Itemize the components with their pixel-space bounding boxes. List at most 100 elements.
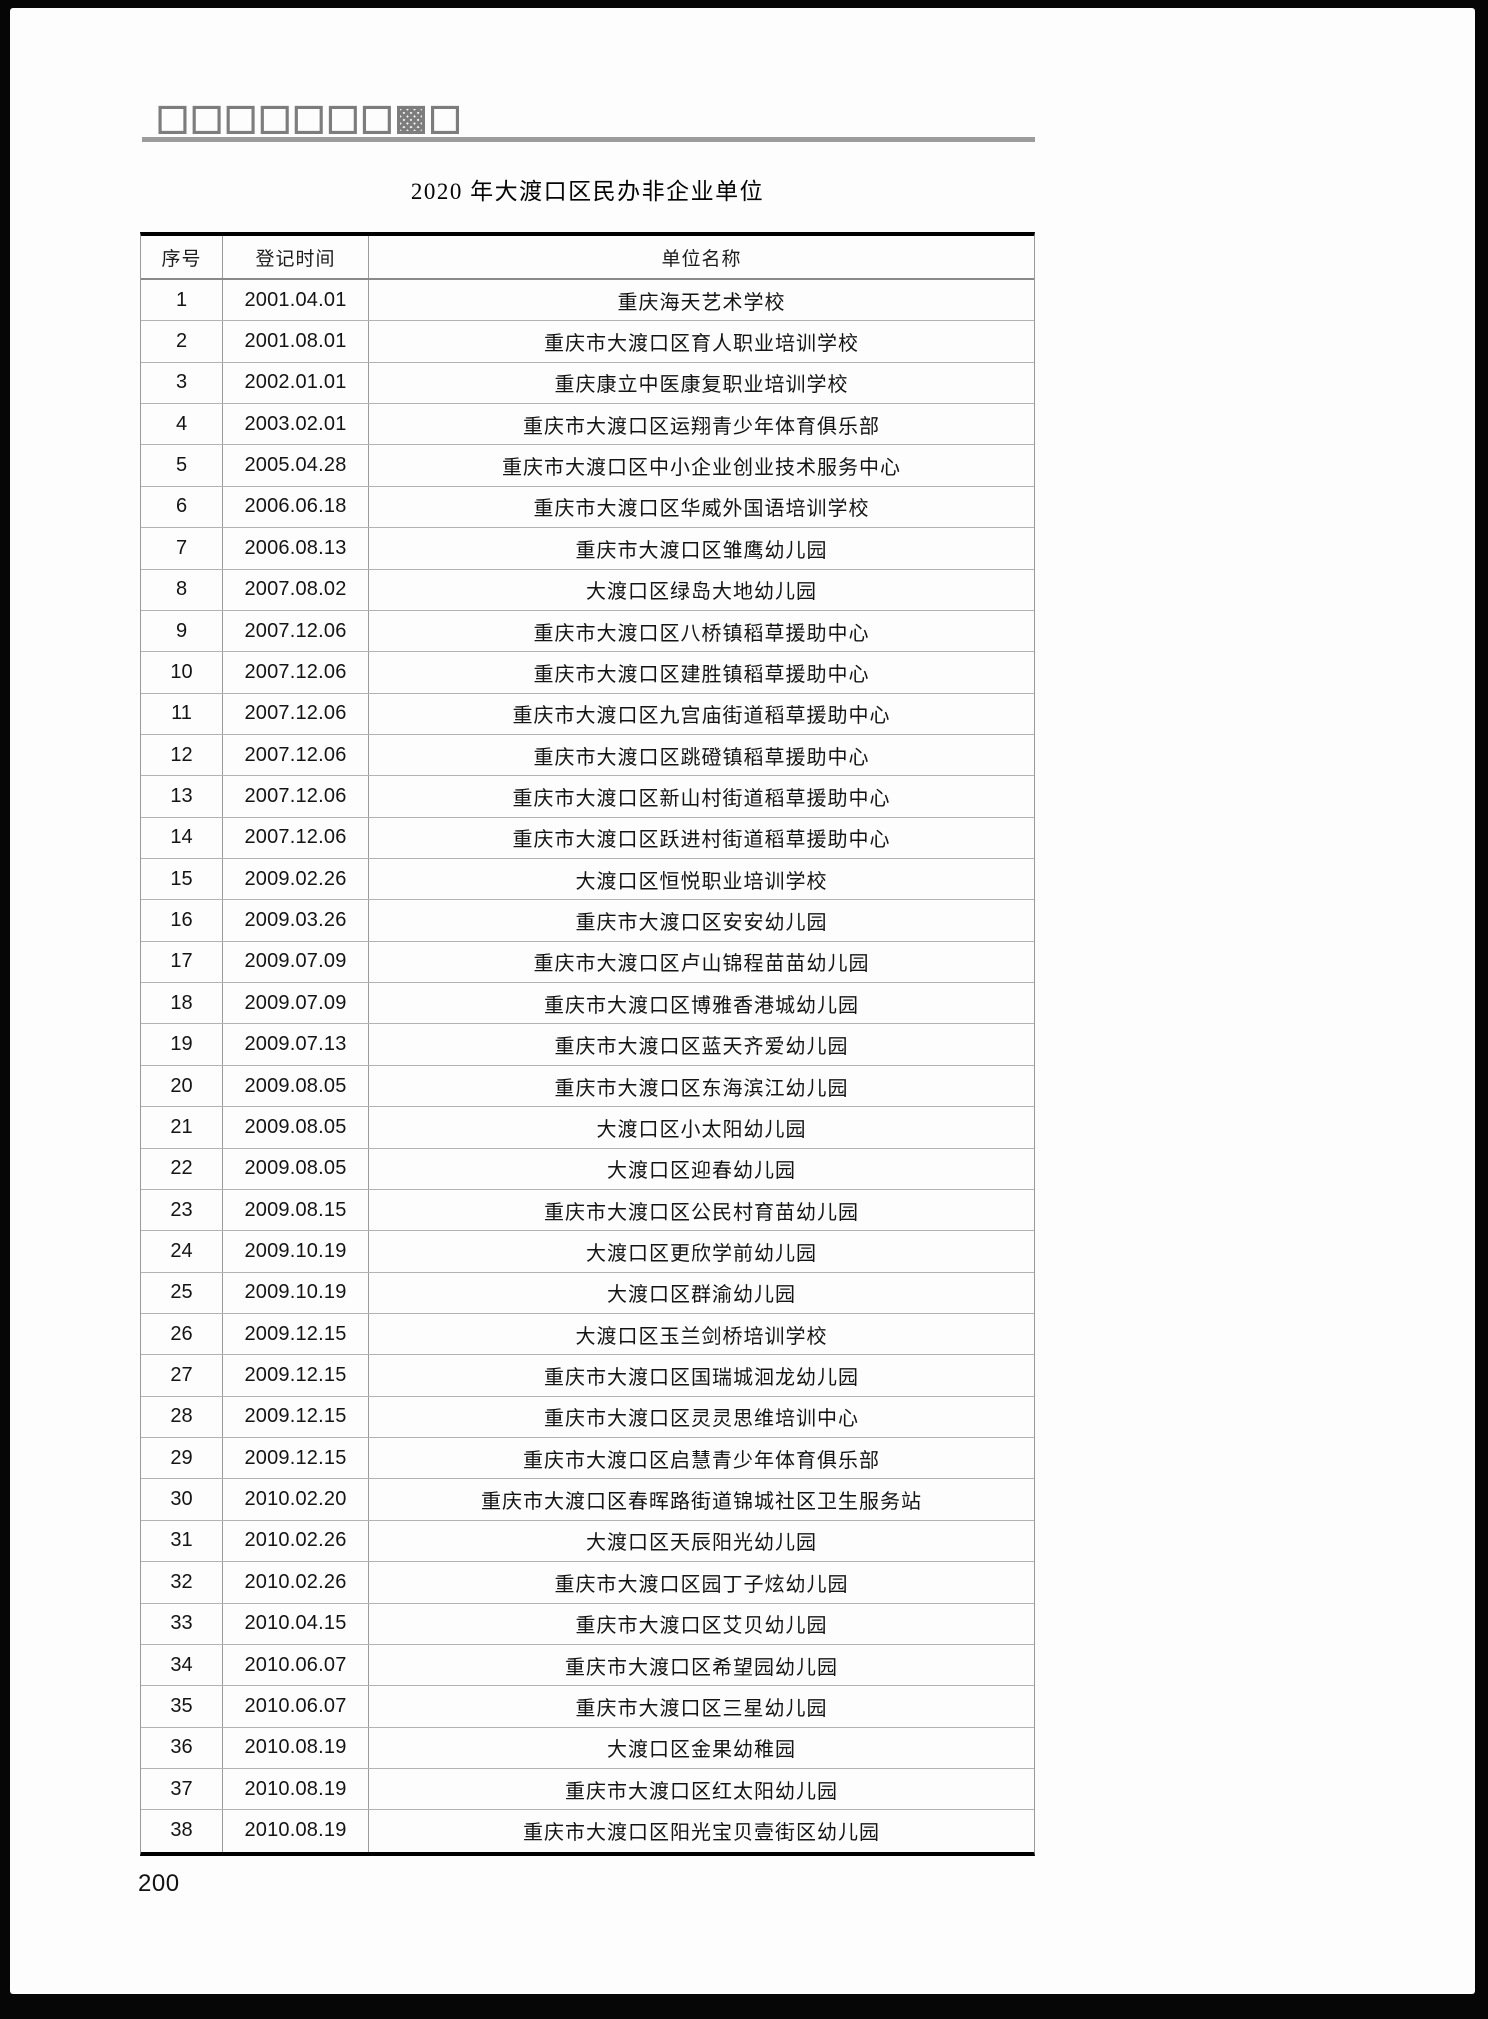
cell-registration-date: 2002.01.01: [223, 362, 369, 404]
table-row: 26 2009.12.15 大渡口区玉兰剑桥培训学校: [141, 1313, 1034, 1356]
cell-index: 35: [141, 1686, 223, 1727]
table-row: 11 2007.12.06 重庆市大渡口区九宫庙街道稻草援助中心: [141, 693, 1034, 735]
cell-registration-date: 2007.12.06: [223, 776, 369, 817]
table-row: 23 2009.08.15 重庆市大渡口区公民村育苗幼儿园: [141, 1189, 1034, 1232]
cell-unit-name: 重庆市大渡口区雏鹰幼儿园: [575, 539, 828, 562]
cell-unit-name: 重庆市大渡口区博雅香港城幼儿园: [544, 994, 859, 1017]
cell-unit-name: 重庆市大渡口区建胜镇稻草援助中心: [533, 663, 870, 686]
cell-registration-date: 2010.02.20: [223, 1479, 369, 1520]
cell-index: 1: [141, 280, 223, 321]
cell-registration-date: 2009.12.15: [223, 1396, 369, 1438]
cell-unit-name: 重庆市大渡口区新山村街道稻草援助中心: [512, 787, 891, 810]
cell-index: 7: [141, 528, 223, 569]
cell-index: 32: [141, 1562, 223, 1603]
table-row: 21 2009.08.05 大渡口区小太阳幼儿园: [141, 1107, 1034, 1149]
table-row: 20 2009.08.05 重庆市大渡口区东海滨江幼儿园: [141, 1065, 1034, 1108]
cell-unit-name: 重庆市大渡口区艾贝幼儿园: [575, 1615, 828, 1638]
cell-index: 16: [141, 900, 223, 941]
table-row: 27 2009.12.15 重庆市大渡口区国瑞城洄龙幼儿园: [141, 1355, 1034, 1397]
table-row: 6 2006.06.18 重庆市大渡口区华威外国语培训学校: [141, 486, 1034, 529]
cell-unit-name: 大渡口区金果幼稚园: [607, 1739, 796, 1762]
cell-registration-date: 2010.02.26: [223, 1520, 369, 1562]
cell-registration-date: 2009.08.15: [223, 1189, 369, 1231]
cell-unit-name: 重庆市大渡口区育人职业培训学校: [544, 333, 859, 356]
cell-index: 19: [141, 1024, 223, 1065]
cell-unit-name: 重庆市大渡口区九宫庙街道稻草援助中心: [512, 705, 891, 728]
table-row: 17 2009.07.09 重庆市大渡口区卢山锦程苗苗幼儿园: [141, 941, 1034, 984]
page-title: 2020 年大渡口区民办非企业单位: [410, 179, 765, 204]
cell-registration-date: 2009.07.09: [223, 983, 369, 1024]
cell-index: 37: [141, 1768, 223, 1810]
cell-registration-date: 2003.02.01: [223, 404, 369, 445]
table-row: 4 2003.02.01 重庆市大渡口区运翔青少年体育俱乐部: [141, 404, 1034, 446]
cell-index: 6: [141, 486, 223, 528]
cell-unit-name: 大渡口区恒悦职业培训学校: [575, 870, 828, 893]
cell-index: 21: [141, 1107, 223, 1148]
cell-index: 33: [141, 1603, 223, 1644]
table-row: 16 2009.03.26 重庆市大渡口区安安幼儿园: [141, 900, 1034, 942]
cell-registration-date: 2010.08.19: [223, 1810, 369, 1852]
cell-registration-date: 2007.12.06: [223, 652, 369, 693]
table-row: 9 2007.12.06 重庆市大渡口区八桥镇稻草援助中心: [141, 610, 1034, 653]
masthead-divider: [142, 137, 1035, 142]
cell-index: 30: [141, 1479, 223, 1520]
cell-index: 27: [141, 1355, 223, 1396]
cell-unit-name: 重庆市大渡口区跳磴镇稻草援助中心: [533, 746, 870, 769]
cell-index: 24: [141, 1231, 223, 1272]
cell-unit-name: 重庆市大渡口区阳光宝贝壹街区幼儿园: [523, 1822, 880, 1845]
cell-index: 29: [141, 1438, 223, 1479]
cell-index: 18: [141, 983, 223, 1024]
cell-registration-date: 2010.02.26: [223, 1562, 369, 1603]
table-row: 8 2007.08.02 大渡口区绿岛大地幼儿园: [141, 569, 1034, 611]
cell-index: 26: [141, 1313, 223, 1355]
cell-index: 14: [141, 817, 223, 859]
cell-index: 10: [141, 652, 223, 693]
cell-registration-date: 2009.12.15: [223, 1313, 369, 1355]
cell-index: 9: [141, 610, 223, 652]
cell-unit-name: 重庆市大渡口区八桥镇稻草援助中心: [533, 622, 870, 645]
cell-registration-date: 2006.06.18: [223, 486, 369, 528]
table-row: 31 2010.02.26 大渡口区天辰阳光幼儿园: [141, 1520, 1034, 1563]
cell-unit-name: 重庆市大渡口区希望园幼儿园: [565, 1656, 838, 1679]
table-row: 33 2010.04.15 重庆市大渡口区艾贝幼儿园: [141, 1603, 1034, 1645]
cell-registration-date: 2007.12.06: [223, 817, 369, 859]
cell-registration-date: 2010.06.07: [223, 1644, 369, 1686]
cell-index: 34: [141, 1644, 223, 1686]
cell-registration-date: 2009.08.05: [223, 1148, 369, 1189]
page-number: 200: [138, 1870, 180, 1897]
table-header-row: 序号 登记时间 单位名称: [141, 236, 1034, 280]
table-body: 1 2001.04.01 重庆海天艺术学校 2 2001.08.01 重庆市大渡…: [141, 280, 1034, 1852]
table-row: 2 2001.08.01 重庆市大渡口区育人职业培训学校: [141, 321, 1034, 363]
cell-registration-date: 2009.08.05: [223, 1107, 369, 1148]
table-row: 1 2001.04.01 重庆海天艺术学校: [141, 280, 1034, 322]
cell-registration-date: 2010.06.07: [223, 1686, 369, 1727]
cell-unit-name: 重庆市大渡口区跃进村街道稻草援助中心: [512, 829, 891, 852]
cell-index: 31: [141, 1520, 223, 1562]
table-row: 35 2010.06.07 重庆市大渡口区三星幼儿园: [141, 1686, 1034, 1728]
table-row: 25 2009.10.19 大渡口区群渝幼儿园: [141, 1272, 1034, 1314]
table-row: 13 2007.12.06 重庆市大渡口区新山村街道稻草援助中心: [141, 776, 1034, 818]
masthead-unreadable-glyphs: □□□□□□□▩□: [155, 98, 463, 138]
table-row: 3 2002.01.01 重庆康立中医康复职业培训学校: [141, 362, 1034, 405]
cell-registration-date: 2010.08.19: [223, 1768, 369, 1810]
cell-index: 13: [141, 776, 223, 817]
cell-index: 5: [141, 445, 223, 486]
cell-unit-name: 大渡口区群渝幼儿园: [607, 1284, 796, 1307]
table-row: 37 2010.08.19 重庆市大渡口区红太阳幼儿园: [141, 1768, 1034, 1811]
cell-registration-date: 2009.07.09: [223, 941, 369, 983]
cell-index: 4: [141, 404, 223, 445]
cell-unit-name: 大渡口区小太阳幼儿园: [596, 1118, 807, 1141]
cell-registration-date: 2001.08.01: [223, 321, 369, 362]
cell-unit-name: 重庆市大渡口区春晖路街道锦城社区卫生服务站: [481, 1491, 922, 1514]
table-row: 7 2006.08.13 重庆市大渡口区雏鹰幼儿园: [141, 528, 1034, 570]
cell-unit-name: 重庆市大渡口区三星幼儿园: [575, 1697, 828, 1720]
table-row: 15 2009.02.26 大渡口区恒悦职业培训学校: [141, 859, 1034, 901]
column-header-index: 序号: [141, 236, 223, 278]
cell-index: 36: [141, 1727, 223, 1768]
cell-registration-date: 2001.04.01: [223, 280, 369, 321]
cell-unit-name: 大渡口区天辰阳光幼儿园: [586, 1532, 817, 1555]
cell-unit-name: 重庆市大渡口区园丁子炫幼儿园: [554, 1573, 849, 1596]
cell-registration-date: 2009.10.19: [223, 1272, 369, 1313]
cell-registration-date: 2007.08.02: [223, 569, 369, 610]
cell-index: 3: [141, 362, 223, 404]
